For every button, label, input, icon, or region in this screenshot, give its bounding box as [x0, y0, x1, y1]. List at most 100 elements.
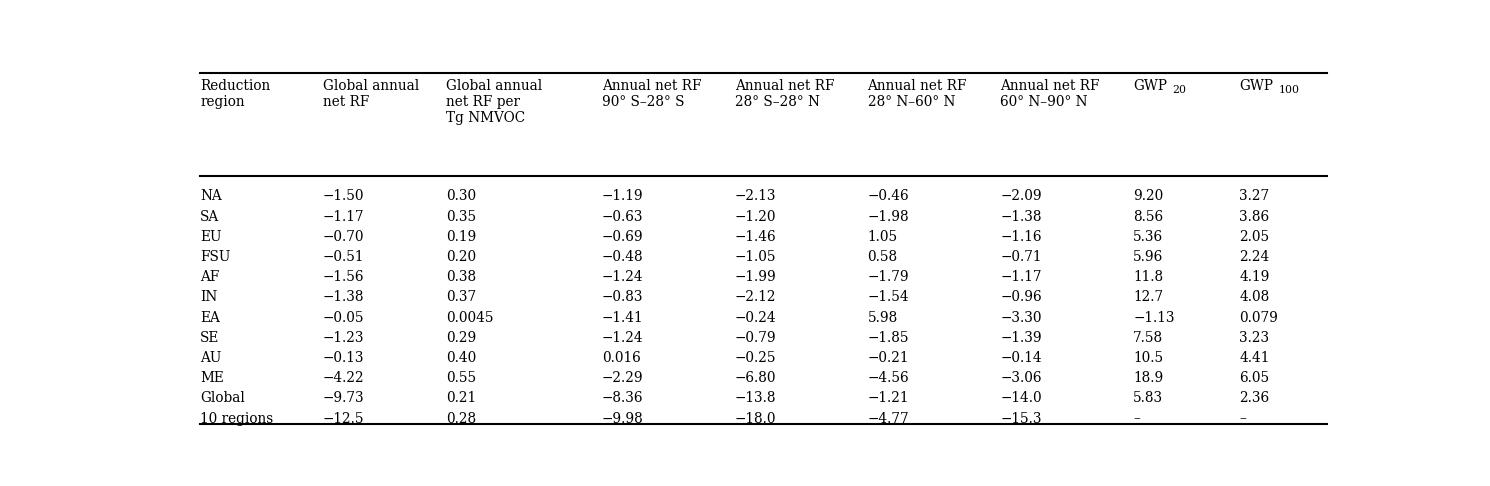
Text: 2.05: 2.05: [1240, 230, 1269, 243]
Text: 0.20: 0.20: [446, 250, 477, 264]
Text: 4.08: 4.08: [1240, 290, 1269, 304]
Text: −4.22: −4.22: [322, 371, 364, 385]
Text: FSU: FSU: [200, 250, 231, 264]
Text: 11.8: 11.8: [1132, 270, 1164, 284]
Text: 18.9: 18.9: [1132, 371, 1164, 385]
Text: −1.05: −1.05: [735, 250, 776, 264]
Text: Global annual
net RF per
Tg NMVOC: Global annual net RF per Tg NMVOC: [446, 79, 542, 125]
Text: 100: 100: [1278, 85, 1299, 94]
Text: −1.19: −1.19: [602, 189, 644, 203]
Text: −6.80: −6.80: [735, 371, 776, 385]
Text: 0.40: 0.40: [446, 351, 477, 365]
Text: Annual net RF
28° N–60° N: Annual net RF 28° N–60° N: [867, 79, 967, 109]
Text: 10.5: 10.5: [1132, 351, 1164, 365]
Text: −1.23: −1.23: [322, 331, 364, 345]
Text: Global: Global: [200, 391, 244, 405]
Text: 0.28: 0.28: [446, 412, 477, 426]
Text: −1.20: −1.20: [735, 209, 776, 224]
Text: −1.24: −1.24: [602, 270, 644, 284]
Text: 20: 20: [1173, 85, 1186, 94]
Text: −0.83: −0.83: [602, 290, 644, 304]
Text: −1.50: −1.50: [322, 189, 364, 203]
Text: −0.21: −0.21: [867, 351, 909, 365]
Text: EA: EA: [200, 311, 221, 325]
Text: −0.51: −0.51: [322, 250, 364, 264]
Text: 2.36: 2.36: [1240, 391, 1269, 405]
Text: −1.56: −1.56: [322, 270, 364, 284]
Text: −1.17: −1.17: [322, 209, 364, 224]
Text: −8.36: −8.36: [602, 391, 644, 405]
Text: 10 regions: 10 regions: [200, 412, 273, 426]
Text: −0.69: −0.69: [602, 230, 644, 243]
Text: 3.27: 3.27: [1240, 189, 1269, 203]
Text: −3.30: −3.30: [1000, 311, 1042, 325]
Text: Annual net RF
90° S–28° S: Annual net RF 90° S–28° S: [602, 79, 702, 109]
Text: Global annual
net RF: Global annual net RF: [322, 79, 419, 109]
Text: −1.17: −1.17: [1000, 270, 1042, 284]
Text: IN: IN: [200, 290, 218, 304]
Text: −1.39: −1.39: [1000, 331, 1042, 345]
Text: ME: ME: [200, 371, 224, 385]
Text: −0.96: −0.96: [1000, 290, 1042, 304]
Text: 2.24: 2.24: [1240, 250, 1269, 264]
Text: SA: SA: [200, 209, 219, 224]
Text: −3.06: −3.06: [1000, 371, 1042, 385]
Text: −4.77: −4.77: [867, 412, 909, 426]
Text: 5.96: 5.96: [1132, 250, 1164, 264]
Text: −2.12: −2.12: [735, 290, 776, 304]
Text: –: –: [1132, 412, 1140, 426]
Text: −1.79: −1.79: [867, 270, 909, 284]
Text: −1.38: −1.38: [1000, 209, 1042, 224]
Text: −0.14: −0.14: [1000, 351, 1042, 365]
Text: EU: EU: [200, 230, 222, 243]
Text: 0.37: 0.37: [446, 290, 477, 304]
Text: −1.41: −1.41: [602, 311, 644, 325]
Text: −0.48: −0.48: [602, 250, 644, 264]
Text: GWP: GWP: [1240, 79, 1274, 93]
Text: 12.7: 12.7: [1132, 290, 1164, 304]
Text: −2.13: −2.13: [735, 189, 776, 203]
Text: 4.19: 4.19: [1240, 270, 1269, 284]
Text: SE: SE: [200, 331, 219, 345]
Text: −1.38: −1.38: [322, 290, 364, 304]
Text: 0.30: 0.30: [446, 189, 477, 203]
Text: −0.70: −0.70: [322, 230, 364, 243]
Text: −2.29: −2.29: [602, 371, 644, 385]
Text: −0.05: −0.05: [322, 311, 364, 325]
Text: −0.63: −0.63: [602, 209, 644, 224]
Text: −9.98: −9.98: [602, 412, 644, 426]
Text: −15.3: −15.3: [1000, 412, 1042, 426]
Text: 4.41: 4.41: [1240, 351, 1269, 365]
Text: 3.86: 3.86: [1240, 209, 1269, 224]
Text: −14.0: −14.0: [1000, 391, 1042, 405]
Text: −0.79: −0.79: [735, 331, 776, 345]
Text: −1.13: −1.13: [1132, 311, 1174, 325]
Text: −9.73: −9.73: [322, 391, 364, 405]
Text: −1.98: −1.98: [867, 209, 909, 224]
Text: −13.8: −13.8: [735, 391, 776, 405]
Text: −1.99: −1.99: [735, 270, 776, 284]
Text: AU: AU: [200, 351, 222, 365]
Text: −1.21: −1.21: [867, 391, 909, 405]
Text: GWP: GWP: [1132, 79, 1167, 93]
Text: 9.20: 9.20: [1132, 189, 1164, 203]
Text: Annual net RF
60° N–90° N: Annual net RF 60° N–90° N: [1000, 79, 1100, 109]
Text: 6.05: 6.05: [1240, 371, 1269, 385]
Text: 8.56: 8.56: [1132, 209, 1164, 224]
Text: 5.36: 5.36: [1132, 230, 1164, 243]
Text: 0.079: 0.079: [1240, 311, 1278, 325]
Text: −0.13: −0.13: [322, 351, 364, 365]
Text: −1.16: −1.16: [1000, 230, 1042, 243]
Text: 0.0045: 0.0045: [446, 311, 493, 325]
Text: −0.46: −0.46: [867, 189, 909, 203]
Text: 5.83: 5.83: [1132, 391, 1164, 405]
Text: −12.5: −12.5: [322, 412, 364, 426]
Text: 0.016: 0.016: [602, 351, 641, 365]
Text: −4.56: −4.56: [867, 371, 909, 385]
Text: AF: AF: [200, 270, 219, 284]
Text: 0.35: 0.35: [446, 209, 477, 224]
Text: 0.29: 0.29: [446, 331, 477, 345]
Text: NA: NA: [200, 189, 222, 203]
Text: 7.58: 7.58: [1132, 331, 1164, 345]
Text: −0.24: −0.24: [735, 311, 776, 325]
